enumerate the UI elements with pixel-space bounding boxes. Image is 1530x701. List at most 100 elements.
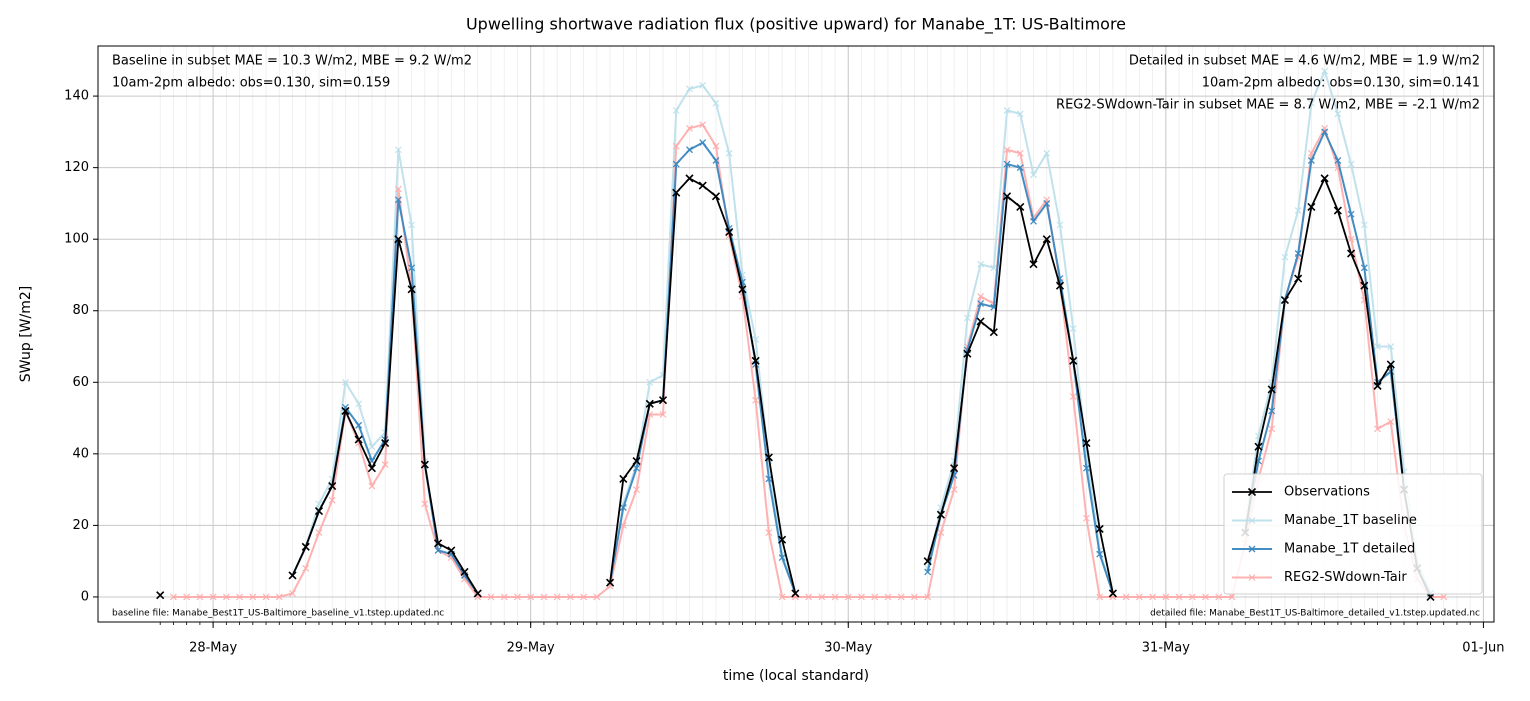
point-marker [778,593,786,601]
point-marker [619,504,627,511]
point-marker [686,146,693,154]
point-marker [632,456,641,466]
point-marker [672,106,680,114]
point-marker [699,81,707,89]
point-marker [1175,593,1183,601]
point-marker [1003,146,1011,154]
legend-box [1223,473,1483,595]
point-marker [619,474,628,483]
point-marker [1320,174,1329,183]
point-marker [977,293,985,300]
legend-marker [1248,517,1256,524]
point-marker [196,593,204,601]
point-marker [1426,592,1435,602]
point-marker [1095,524,1104,534]
point-marker [1029,260,1038,269]
point-marker [1321,128,1329,136]
point-marker [1294,274,1303,283]
point-marker [1096,550,1104,558]
point-marker [447,546,456,555]
y-tick-label: 100 [64,232,89,247]
point-marker [473,589,482,598]
point-marker [963,349,972,358]
point-marker [249,593,257,601]
point-marker [289,589,296,597]
point-marker [1294,250,1302,257]
point-marker [314,507,324,516]
point-marker [897,593,905,601]
point-marker [553,593,561,601]
point-marker [236,593,244,601]
point-marker [685,174,694,183]
chart-title: Upwelling shortwave radiation flux (posi… [466,15,1126,35]
point-marker [751,356,760,365]
point-marker [1387,343,1395,350]
point-marker [1334,157,1342,164]
point-marker [658,396,668,405]
point-marker [368,482,376,490]
point-marker [712,157,720,164]
y-tick-label: 60 [72,375,89,390]
point-marker [936,510,945,519]
point-marker [1268,407,1276,415]
point-marker [1135,593,1143,601]
point-marker [645,399,654,408]
point-marker [1347,210,1355,218]
point-marker [672,160,680,168]
point-marker [1294,207,1302,214]
point-marker [408,264,416,272]
point-marker [977,260,985,268]
point-marker [1360,221,1368,229]
point-marker [911,593,918,601]
point-marker [791,589,800,598]
point-marker [950,464,959,473]
point-marker [275,593,283,601]
point-marker [1268,425,1276,433]
annotation: baseline file: Manabe_Best1T_US-Baltimor… [112,609,444,619]
point-marker [924,568,932,576]
point-marker [367,464,376,473]
y-tick-label: 20 [72,518,89,533]
point-marker [1360,264,1368,272]
point-marker [1347,160,1355,168]
point-marker [1374,343,1381,350]
point-marker [1334,110,1342,118]
point-marker [937,529,945,536]
legend-marker [1247,487,1257,497]
point-marker [580,593,588,601]
point-marker [1042,235,1051,244]
point-marker [738,285,747,294]
point-marker [977,300,985,308]
y-tick-label: 120 [64,160,89,175]
annotation: Baseline in subset MAE = 10.3 W/m2, MBE … [112,54,472,69]
point-marker [1188,593,1196,601]
point-marker [1281,253,1289,261]
point-marker [421,500,429,508]
point-marker [699,121,707,129]
point-marker [1056,221,1064,229]
legend: Observations Manabe_1T baseline Manabe_1T … [1223,473,1483,595]
plot-frame [97,45,1495,623]
point-marker [1202,593,1209,601]
point-marker [764,453,773,462]
point-marker [394,235,403,244]
point-marker [1043,199,1051,207]
point-marker [381,461,389,469]
point-marker [1016,202,1025,212]
x-tick-label: 30-May [824,641,872,656]
annotation: Detailed in subset MAE = 4.6 W/m2, MBE =… [1129,54,1480,69]
point-marker [1215,593,1223,601]
point-marker [342,378,349,386]
point-marker [381,439,390,448]
y-axis-label: SWup [W/m2] [18,286,34,382]
point-marker [1069,325,1077,333]
point-marker [183,593,191,601]
point-marker [514,593,521,601]
x-tick-label: 31-May [1142,641,1190,656]
legend-label: Observations [1284,485,1370,500]
point-marker [1440,593,1448,601]
x-tick-label: 01-Jun [1462,641,1504,656]
point-marker [765,529,773,536]
y-tick-label: 140 [64,89,89,104]
point-marker [407,285,416,294]
